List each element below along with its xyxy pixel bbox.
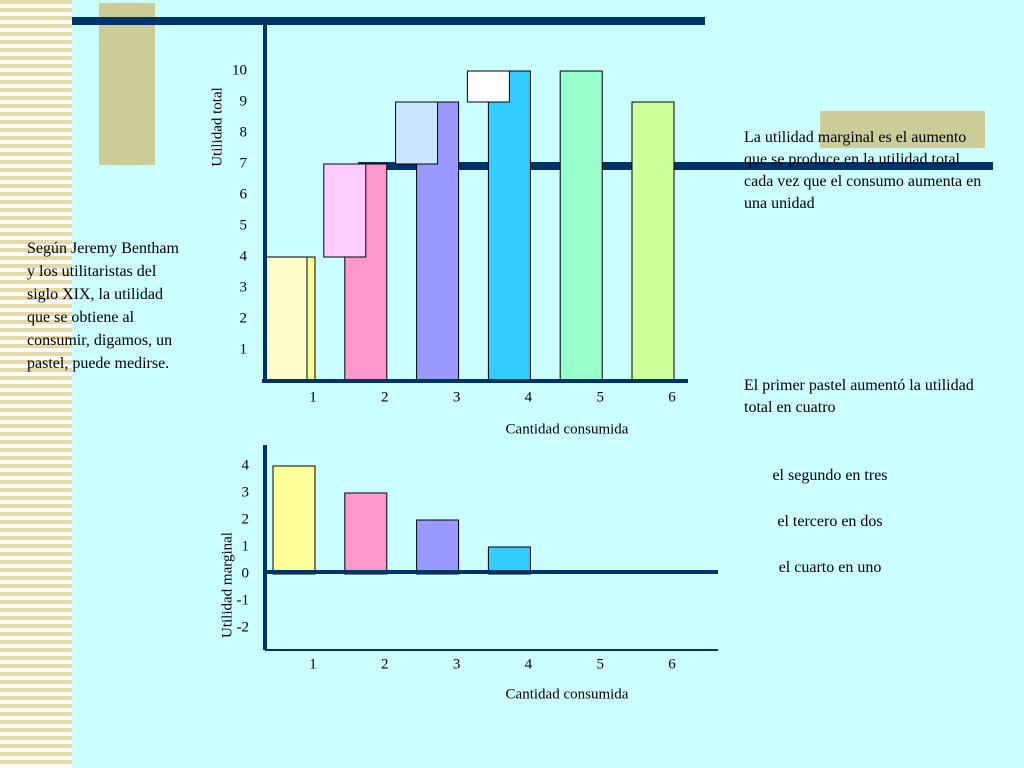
stripe-band	[0, 0, 72, 768]
x-axis-label: Cantidad consumida	[506, 421, 629, 437]
x-tick-label: 6	[668, 656, 676, 672]
bar	[487, 546, 531, 575]
increment-box	[466, 70, 510, 103]
y-axis	[263, 445, 267, 650]
x-tick-label: 2	[381, 389, 389, 405]
right-text: el cuarto en uno	[778, 559, 882, 576]
deco-rect	[820, 111, 985, 148]
y-tick-label: 2	[242, 511, 250, 527]
increment-box	[323, 163, 367, 258]
y-tick-label: 8	[240, 124, 248, 140]
deco-line	[72, 17, 705, 25]
x-tick-label: 1	[309, 389, 317, 405]
right-text: El primer pastel aumentó la utilidad tot…	[744, 377, 974, 416]
x-tick-label: 2	[381, 656, 389, 672]
bar	[344, 492, 388, 575]
x-axis	[265, 649, 718, 651]
increment-box	[264, 256, 308, 382]
y-tick-label: 4	[242, 457, 250, 473]
zero-line	[265, 570, 718, 574]
right-text: el segundo en tres	[772, 467, 888, 484]
x-tick-label: 4	[525, 656, 533, 672]
y-tick-label: -1	[237, 592, 250, 608]
y-tick-label: -2	[237, 619, 250, 635]
y-tick-label: 5	[240, 217, 248, 233]
y-tick-label: 3	[242, 484, 250, 500]
deco-line	[358, 162, 993, 170]
x-tick-label: 5	[596, 656, 604, 672]
y-tick-label: 3	[240, 279, 248, 295]
left-text: Según Jeremy Bentham y los utilitaristas…	[27, 240, 179, 372]
y-tick-label: 10	[232, 62, 247, 78]
x-tick-label: 5	[596, 389, 604, 405]
x-tick-label: 3	[453, 389, 461, 405]
bar	[416, 519, 460, 575]
y-tick-label: 9	[240, 93, 248, 109]
y-tick-label: 1	[242, 538, 250, 554]
bar	[272, 465, 316, 575]
y-tick-label: 1	[240, 341, 248, 357]
right-text: La utilidad marginal es el aumento que s…	[744, 129, 982, 212]
bar	[559, 70, 603, 382]
bar	[487, 70, 531, 382]
deco-rect	[99, 3, 155, 165]
bar	[631, 101, 675, 382]
y-axis-label: Utilidad marginal	[219, 532, 235, 638]
x-tick-label: 6	[668, 389, 676, 405]
y-tick-label: 6	[240, 186, 248, 202]
right-text: el tercero en dos	[777, 513, 883, 530]
y-tick-label: 2	[240, 310, 248, 326]
x-axis	[262, 379, 688, 383]
x-tick-label: 4	[525, 389, 533, 405]
y-tick-label: 7	[240, 155, 248, 171]
y-tick-label: 4	[240, 248, 248, 264]
y-axis-label: Utilidad total	[209, 87, 225, 167]
y-tick-label: 0	[242, 565, 250, 581]
increment-box	[395, 101, 439, 165]
x-axis-label: Cantidad consumida	[506, 686, 629, 702]
y-axis	[263, 25, 267, 383]
x-tick-label: 1	[309, 656, 317, 672]
x-tick-label: 3	[453, 656, 461, 672]
